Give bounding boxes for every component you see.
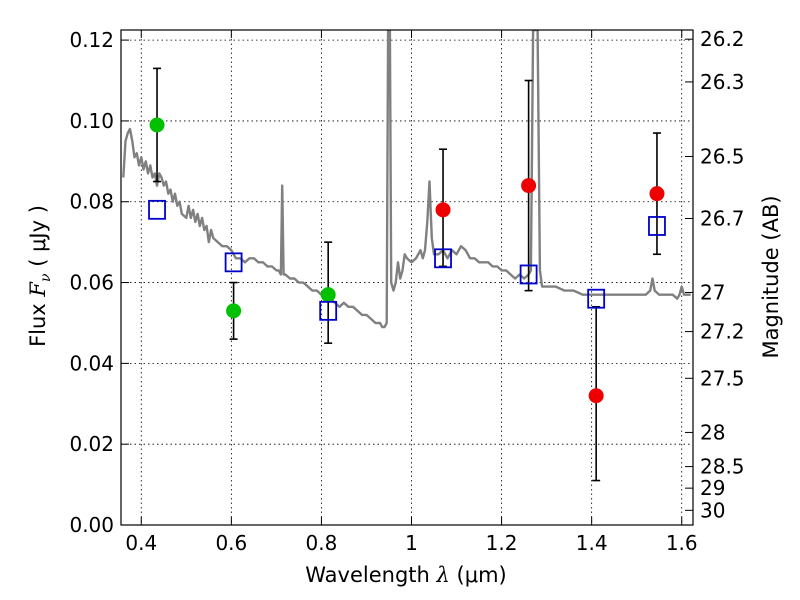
observed-green-point	[226, 303, 242, 319]
observed-red-point	[588, 388, 604, 404]
model-photometry-point	[319, 300, 338, 321]
mag-tick-label: 26.5	[700, 144, 745, 168]
observed-green-point	[320, 287, 336, 303]
model-photometry-point	[434, 248, 452, 269]
x-axis-title: Wavelength λ (μm)	[305, 563, 506, 587]
x-tick-label: 0.6	[215, 531, 247, 555]
mag-tick-label: 28	[700, 420, 725, 444]
x-tick-label: 1.4	[576, 531, 608, 555]
mag-tick-label: 27.5	[700, 366, 745, 390]
model-photometry-point	[148, 199, 166, 220]
mag-tick-label: 26.2	[700, 27, 745, 51]
x-tick-label: 1	[405, 531, 418, 555]
y-axis-title: Flux Fν ( μJy )	[26, 205, 54, 347]
x-tick-label: 1.6	[666, 531, 698, 555]
mag-tick-label: 26.3	[700, 70, 745, 94]
y-tick-label: 0.10	[69, 109, 114, 133]
model-spectrum	[122, 30, 691, 329]
x-tick-label: 0.8	[306, 531, 338, 555]
observed-red-point	[435, 202, 451, 218]
mag-tick-label: 29	[700, 476, 725, 500]
axis-ticks	[121, 30, 693, 526]
y-tick-label: 0.06	[69, 271, 114, 295]
y-tick-label: 0.00	[69, 513, 114, 537]
x-tick-label: 0.4	[125, 531, 157, 555]
plot-frame	[120, 29, 694, 526]
x-tick-label: 1.2	[486, 531, 518, 555]
error-bars	[153, 67, 661, 482]
mag-tick-label: 28.5	[700, 455, 745, 479]
observed-red-point	[649, 186, 665, 202]
y-tick-label: 0.04	[69, 351, 114, 375]
y-tick-label: 0.12	[69, 28, 114, 52]
model-photometry-point	[587, 288, 606, 309]
observed-green-point	[149, 117, 165, 133]
mag-tick-label: 27	[700, 280, 725, 304]
grid	[121, 30, 693, 526]
mag-tick-label: 27.2	[700, 320, 745, 344]
model-spectrum-line	[122, 30, 691, 329]
y-tick-label: 0.02	[69, 432, 114, 456]
mag-tick-label: 26.7	[700, 206, 745, 230]
model-photometry-point	[648, 216, 666, 236]
mag-tick-label: 30	[700, 498, 725, 522]
model-photometry-point	[519, 264, 538, 285]
tick-labels: 0.4 0.6 0.8 1 1.2 1.4 1.6 0.00 0.02 0.04 0.06 0.08 0…	[69, 27, 744, 555]
model-photometry-point	[224, 252, 243, 273]
observed-red-point	[521, 178, 537, 194]
y-tick-label: 0.08	[69, 190, 114, 214]
data-markers	[148, 117, 666, 404]
y2-axis-title: Magnitude (AB)	[759, 195, 783, 358]
